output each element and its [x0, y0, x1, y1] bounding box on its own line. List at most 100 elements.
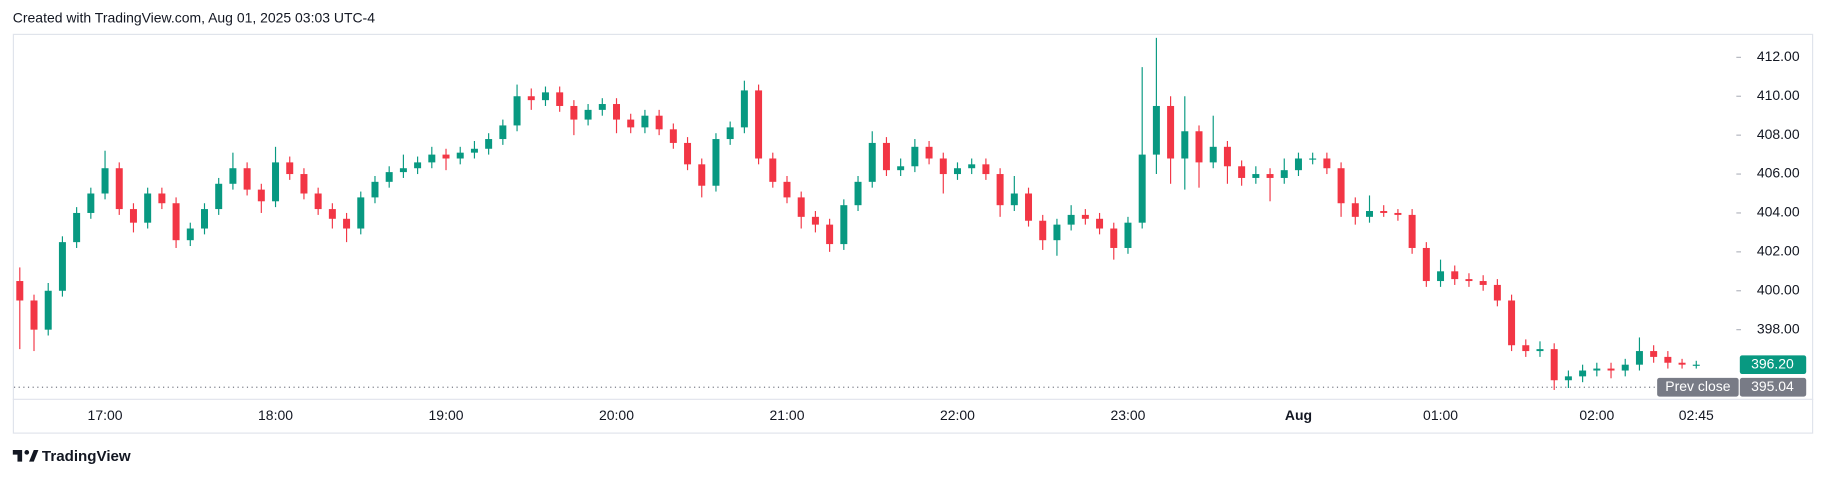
candle-body — [1635, 351, 1643, 365]
candle-body — [698, 164, 706, 186]
candle-body — [499, 125, 507, 140]
y-tick-label: 408.00 — [1757, 126, 1800, 142]
prev-close-name-tag — [1657, 377, 1739, 397]
candle-body — [129, 209, 137, 223]
candle-body — [868, 142, 876, 182]
candle-body — [485, 139, 493, 149]
candle-body — [669, 129, 677, 143]
prev-close-tag — [1739, 377, 1807, 397]
candle-body — [1508, 300, 1516, 346]
candle-body — [570, 105, 578, 120]
candle-body — [1195, 131, 1203, 163]
candle-body — [755, 90, 763, 159]
candle-body — [840, 205, 848, 245]
candle-body — [1067, 214, 1075, 225]
candle-body — [1522, 345, 1530, 352]
candle-body — [328, 209, 336, 219]
x-tick-label: 01:00 — [1423, 407, 1458, 423]
x-tick-label: Aug — [1285, 407, 1312, 423]
x-tick-label: 18:00 — [258, 407, 293, 423]
candle-body — [58, 242, 66, 291]
candle-body — [897, 166, 905, 171]
candle-body — [314, 193, 322, 210]
candle-body — [1039, 220, 1047, 241]
candle-body — [30, 300, 38, 330]
candle-body — [16, 281, 24, 301]
candle-body — [44, 290, 52, 330]
prev-close-label: 395.04 — [1751, 378, 1794, 394]
header: Created with TradingView.com, Aug 01, 20… — [13, 9, 375, 25]
y-tick-label: 398.00 — [1757, 320, 1800, 336]
candle-body — [215, 183, 223, 210]
candle-body — [911, 146, 919, 167]
x-tick-label: 02:00 — [1579, 407, 1614, 423]
y-tick-label: 402.00 — [1757, 243, 1800, 259]
candle-body — [882, 142, 890, 171]
candle-body — [1593, 368, 1601, 371]
logo-mark — [29, 450, 39, 462]
candle-body — [1238, 166, 1246, 178]
candle-body — [385, 172, 393, 182]
candle-body — [1607, 368, 1615, 371]
footer: TradingView — [42, 448, 131, 465]
candle-body — [1351, 203, 1359, 217]
candle-body — [428, 154, 436, 163]
candle-body — [1366, 211, 1373, 217]
candle-body — [584, 109, 592, 120]
x-tick-label: 17:00 — [88, 407, 123, 423]
candle-body — [243, 168, 251, 190]
candle-body — [1010, 193, 1018, 206]
candle-body — [456, 152, 464, 159]
candle-body — [73, 212, 81, 243]
candle-body — [1337, 168, 1345, 204]
y-tick-label: 412.00 — [1757, 48, 1800, 64]
candle-body — [982, 164, 990, 175]
candle-body — [1152, 105, 1160, 155]
candle-body — [953, 168, 961, 175]
candle-body — [1110, 228, 1118, 248]
candle-body — [1266, 174, 1274, 178]
last-price-label: 396.20 — [1751, 355, 1794, 371]
candle-body — [826, 224, 834, 245]
candle-body — [1692, 364, 1700, 366]
candle-body — [1394, 212, 1402, 215]
candle-body — [1437, 271, 1445, 282]
candle-body — [1323, 158, 1331, 169]
candle-body — [1380, 211, 1388, 213]
candle-body — [1124, 222, 1132, 248]
candle-body — [797, 197, 805, 217]
candle-body — [1294, 158, 1302, 171]
candle-body — [1621, 364, 1629, 371]
candle-body — [783, 181, 791, 198]
x-tick-label: 20:00 — [599, 407, 634, 423]
candle-body — [556, 92, 564, 106]
candle-body — [1209, 146, 1217, 163]
candle-body — [87, 193, 95, 213]
candle-body — [527, 96, 535, 101]
candle-body — [1280, 170, 1288, 178]
candle-body — [115, 168, 123, 210]
candle-body — [726, 127, 734, 140]
prev-close-name: Prev close — [1665, 378, 1730, 394]
candle-body — [257, 189, 265, 202]
candle-body — [1408, 214, 1416, 248]
candle-body — [1650, 351, 1658, 357]
candle-body — [144, 193, 152, 223]
candle-body — [343, 218, 351, 229]
candle-body — [1579, 370, 1587, 377]
candle-body — [655, 115, 663, 130]
candle-body — [158, 193, 166, 204]
logo-dot — [24, 450, 30, 455]
logo — [12, 450, 39, 462]
candle-body — [229, 168, 237, 184]
candle-body — [470, 148, 478, 153]
candle-body — [1493, 284, 1501, 301]
candle-body — [613, 104, 621, 120]
candle-body — [769, 158, 777, 182]
candle-body — [939, 158, 947, 175]
candle-body — [186, 228, 194, 241]
candle-body — [1252, 174, 1260, 178]
candle-body — [1479, 281, 1487, 285]
candle-body — [1678, 362, 1686, 365]
